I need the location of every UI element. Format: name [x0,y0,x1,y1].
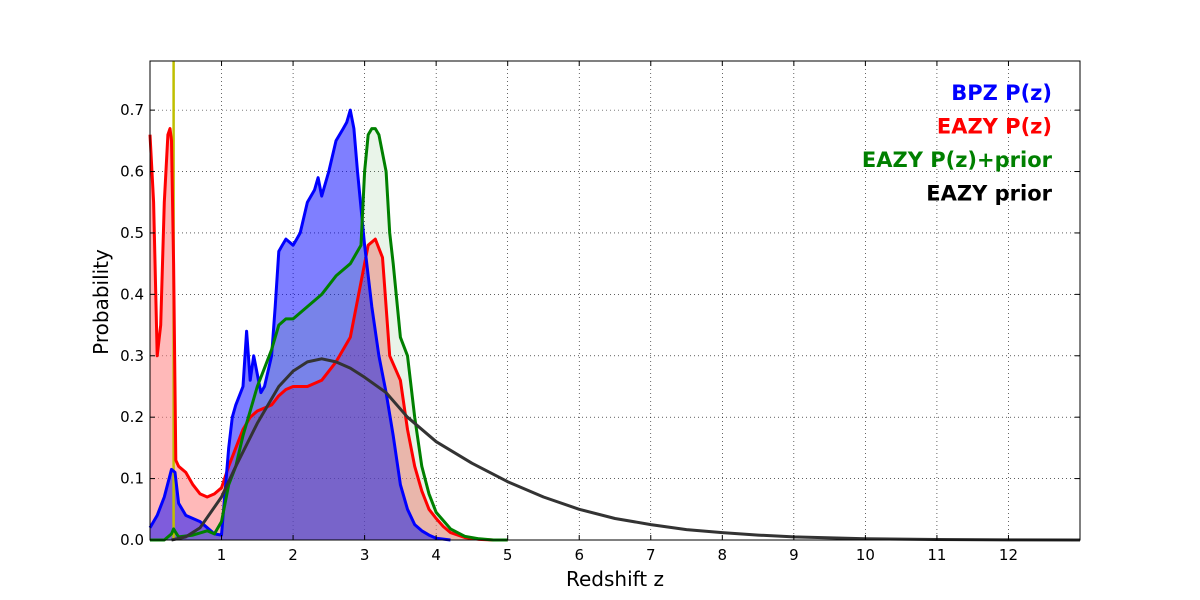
series-line-bpz-p-z [148,108,451,542]
x-tick-label: 10 [856,546,875,564]
x-axis-label: Redshift z [566,567,664,591]
x-tick-label: 6 [574,546,584,564]
x-tick-label: 8 [718,546,728,564]
series-fills [150,110,508,540]
y-tick-label: 0.5 [120,224,144,242]
y-axis-label: Probability [89,249,113,355]
y-tick-label: 0.3 [120,347,144,365]
y-tick-label: 0.2 [120,408,144,426]
legend-entry-bpz-p-z: BPZ P(z) [951,81,1052,105]
y-tick-label: 0.7 [120,101,144,119]
legend-entry-eazy-p-z-prior: EAZY P(z)+prior [862,148,1053,172]
legend-entry-eazy-p-z: EAZY P(z) [937,115,1052,139]
y-tick-label: 0.4 [120,285,144,303]
legend: BPZ P(z) EAZY P(z) EAZY P(z)+prior EAZY pri… [862,81,1053,206]
y-tick-label: 0.0 [120,531,144,549]
series-fill-bpz-p-z [150,110,451,540]
plot-frame [149,60,1081,541]
series-line-eazy-prior [171,357,1081,542]
legend-entry-eazy-prior: EAZY prior [926,182,1052,206]
y-tick-label: 0.1 [120,470,144,488]
series-line-eazy-p-z [148,127,508,542]
axis-ticks: 1 2 3 4 5 6 7 8 9 10 11 120.00.10.20.30.40.50.60.7 [120,61,1080,564]
x-tick-label: 4 [431,546,441,564]
x-tick-label: 11 [927,546,946,564]
x-tick-label: 1 [217,546,227,564]
x-tick-label: 5 [503,546,513,564]
x-tick-label: 9 [789,546,799,564]
x-tick-label: 3 [360,546,370,564]
series-lines [148,61,1081,542]
y-tick-label: 0.6 [120,163,144,181]
x-tick-label: 7 [646,546,656,564]
series-fill-eazy-p-z-prior [150,128,508,540]
x-tick-label: 2 [288,546,298,564]
series-line-eazy-p-z-prior [150,127,508,542]
x-tick-label: 12 [999,546,1018,564]
